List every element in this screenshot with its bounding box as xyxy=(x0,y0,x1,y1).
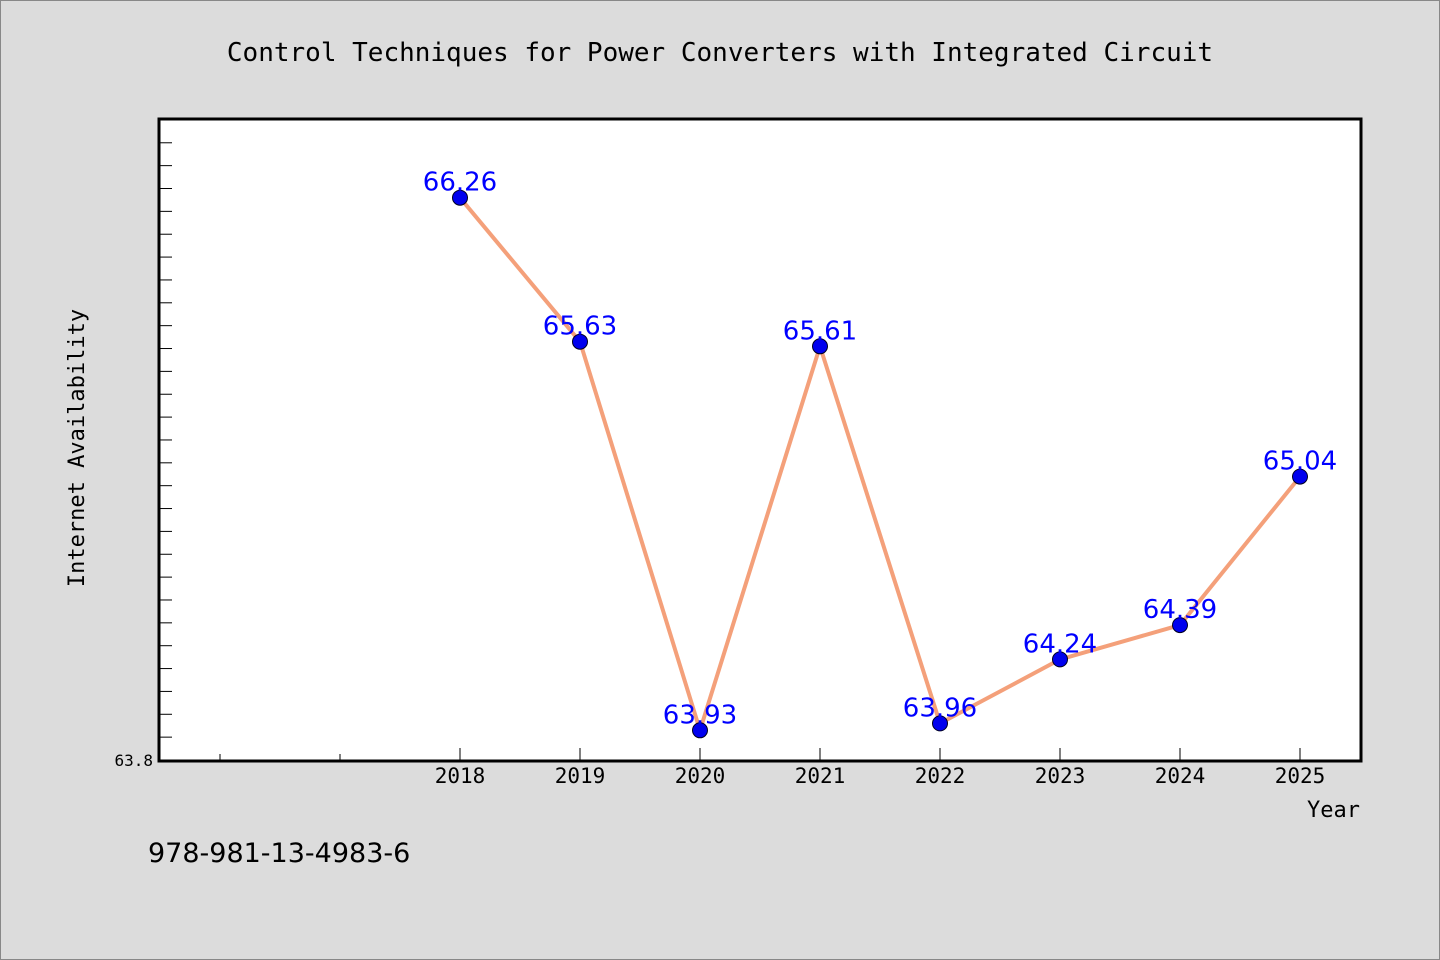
x-tick-label: 2019 xyxy=(555,764,606,788)
series-line xyxy=(458,195,1302,733)
data-label: 65.04 xyxy=(1263,447,1337,477)
data-point xyxy=(692,722,708,739)
y-tick-label: 63.8 xyxy=(114,751,153,770)
data-point xyxy=(1172,617,1188,634)
x-tick-label: 2025 xyxy=(1275,764,1326,788)
x-axis-label: Year xyxy=(1307,798,1360,823)
x-tick-label: 2018 xyxy=(435,764,486,788)
data-point xyxy=(932,715,948,732)
data-point xyxy=(452,189,468,206)
series-layer: 66.26 65.63 63.93 65.61 63.96 64.24 64.39 65.04 xyxy=(423,168,1337,739)
x-tick-label: 2022 xyxy=(915,764,966,788)
data-label: 65.63 xyxy=(543,312,617,342)
data-label: 63.96 xyxy=(903,693,977,723)
y-axis-label: Internet Availability xyxy=(65,309,90,587)
plot-area xyxy=(157,117,1363,763)
x-tick-label: 2021 xyxy=(795,764,846,788)
y-axis-ticks xyxy=(160,142,172,761)
chart-title: Control Techniques for Power Converters … xyxy=(227,38,1213,68)
data-label: 65.61 xyxy=(783,316,857,346)
data-point xyxy=(1052,651,1068,668)
x-tick-label: 2024 xyxy=(1155,764,1206,788)
data-label: 63.93 xyxy=(663,700,737,730)
x-axis: 2018 2019 2020 2021 2022 2023 2024 2025 xyxy=(219,748,1326,788)
data-label: 64.24 xyxy=(1023,629,1097,659)
data-label: 64.39 xyxy=(1143,595,1217,625)
data-point xyxy=(1292,468,1308,485)
data-label: 66.26 xyxy=(423,168,497,198)
x-tick-label: 2023 xyxy=(1035,764,1086,788)
isbn-text: 978-981-13-4983-6 xyxy=(148,838,410,869)
data-point xyxy=(812,338,828,355)
data-point xyxy=(572,333,588,350)
x-tick-label: 2020 xyxy=(675,764,726,788)
